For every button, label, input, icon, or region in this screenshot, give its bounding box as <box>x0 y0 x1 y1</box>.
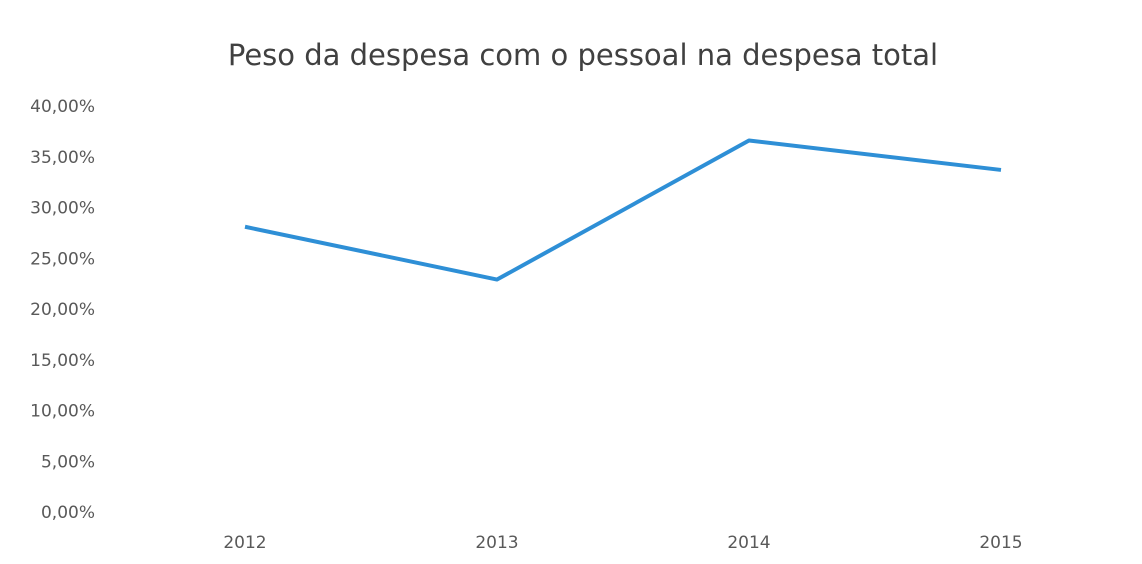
x-tick-label: 2012 <box>223 533 266 553</box>
y-tick-label: 30,00% <box>30 199 95 219</box>
y-tick-label: 5,00% <box>41 452 95 472</box>
x-tick-label: 2014 <box>727 533 770 553</box>
y-tick-label: 25,00% <box>30 249 95 269</box>
chart-title: Peso da despesa com o pessoal na despesa… <box>228 38 938 72</box>
y-tick-label: 35,00% <box>30 148 95 168</box>
y-tick-label: 0,00% <box>41 503 95 523</box>
y-tick-label: 15,00% <box>30 351 95 371</box>
y-tick-label: 20,00% <box>30 300 95 320</box>
x-tick-label: 2015 <box>979 533 1022 553</box>
line <box>244 138 1002 282</box>
y-tick-label: 10,00% <box>30 402 95 422</box>
x-tick-label: 2013 <box>475 533 518 553</box>
y-tick-label: 40,00% <box>30 97 95 117</box>
